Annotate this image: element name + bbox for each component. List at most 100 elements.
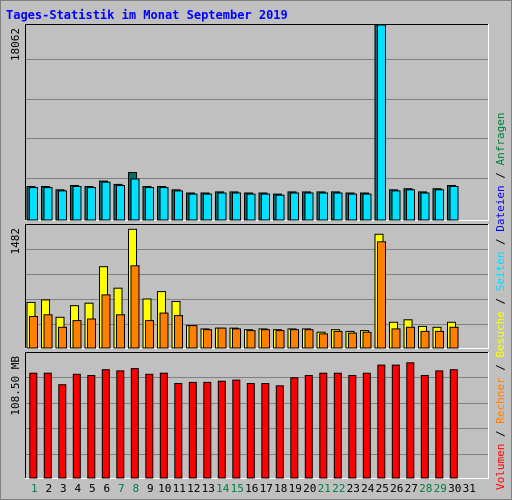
bar-volumen-day-19 [290, 377, 299, 479]
bar-rechner-day-13 [203, 329, 212, 349]
bar-dateien-day-21 [319, 192, 328, 221]
bar-volumen-day-21 [319, 372, 328, 479]
bar-dateien-day-3 [58, 190, 67, 221]
bar-rechner-day-30 [449, 326, 459, 349]
bar-dateien-day-27 [406, 189, 415, 221]
legend-entry-volumen: Volumen [494, 444, 507, 490]
bar-dateien-day-14 [217, 192, 227, 221]
bar-volumen-day-16 [246, 383, 255, 479]
x-tick-label-day-7: 7 [118, 482, 125, 495]
bar-rechner-day-7 [116, 314, 125, 349]
x-tick-label-day-29: 29 [434, 482, 447, 495]
legend-text: Volumen / Rechner / Besuche / Seiten / D… [494, 112, 507, 490]
bar-dateien-day-13 [203, 193, 212, 221]
bar-dateien-day-19 [290, 192, 299, 221]
bar-volumen-day-8 [130, 368, 139, 479]
panel-top: 18062 [9, 24, 489, 221]
legend-separator: / [494, 430, 507, 443]
bar-volumen-day-3 [58, 384, 67, 479]
x-tick-label-day-2: 2 [45, 482, 52, 495]
bar-volumen-day-30 [449, 369, 458, 479]
x-tick-label-day-25: 25 [376, 482, 389, 495]
chart-legend: Volumen / Rechner / Besuche / Seiten / D… [494, 112, 507, 490]
bar-dateien-day-1 [29, 187, 38, 221]
bar-dateien-day-22 [333, 192, 343, 221]
x-tick-label-day-4: 4 [74, 482, 81, 495]
bar-volumen-day-7 [116, 370, 125, 479]
bar-volumen-day-29 [435, 370, 444, 479]
chart-title: Tages-Statistik im Monat September 2019 [6, 8, 288, 22]
bar-volumen-day-26 [391, 364, 400, 479]
bar-dateien-day-28 [420, 192, 430, 221]
x-tick-label-day-8: 8 [132, 482, 139, 495]
bar-dateien-day-5 [87, 187, 96, 221]
bar-rechner-day-2 [43, 314, 53, 349]
bar-volumen-day-17 [261, 383, 270, 479]
bar-rechner-day-4 [72, 320, 82, 349]
bar-rechner-day-27 [406, 326, 415, 349]
x-tick-label-day-20: 20 [303, 482, 316, 495]
bar-volumen-day-28 [420, 375, 429, 479]
bar-volumen-day-25 [377, 364, 386, 479]
x-tick-label-day-6: 6 [103, 482, 110, 495]
bar-rechner-day-9 [145, 320, 154, 349]
x-tick-label-day-30: 30 [448, 482, 461, 495]
bar-dateien-day-17 [261, 193, 270, 221]
bar-rechner-day-6 [101, 294, 111, 349]
bar-volumen-day-24 [362, 372, 371, 479]
legend-separator: / [494, 364, 507, 377]
x-tick-label-day-17: 17 [260, 482, 273, 495]
bar-dateien-day-9 [145, 187, 154, 221]
bar-volumen-day-18 [275, 385, 284, 479]
bar-dateien-day-16 [246, 193, 256, 221]
legend-separator: / [494, 298, 507, 311]
bar-rechner-day-25 [377, 241, 386, 349]
x-axis-labels: 1 2 3 4 5 6 7 8 9 10 11 12 13 14 15 16 17 18 19 20 21 22 23 24 2… [31, 482, 476, 495]
legend-entry-seiten: Seiten [494, 252, 507, 298]
x-tick-label-day-3: 3 [60, 482, 67, 495]
bar-dateien-day-4 [72, 186, 82, 221]
bar-rechner-day-24 [362, 331, 372, 349]
x-tick-label-day-18: 18 [274, 482, 287, 495]
bar-volumen-day-5 [87, 375, 96, 479]
x-tick-label-day-11: 11 [173, 482, 186, 495]
bar-dateien-day-25 [377, 24, 386, 221]
bar-rechner-day-15 [232, 328, 241, 349]
legend-separator: / [494, 238, 507, 251]
legend-entry-anfragen: Anfragen [494, 112, 507, 172]
legend-separator: / [494, 172, 507, 185]
bar-volumen-day-6 [101, 369, 110, 479]
bar-dateien-day-11 [174, 190, 183, 221]
x-tick-label-day-10: 10 [158, 482, 171, 495]
bar-rechner-day-17 [261, 329, 270, 349]
bar-volumen-day-23 [348, 375, 357, 479]
bar-dateien-day-23 [348, 193, 357, 221]
bar-dateien-day-30 [449, 186, 459, 221]
bar-rechner-day-10 [159, 312, 169, 349]
legend-entry-rechner: Rechner [494, 377, 507, 430]
y-max-label: 18062 [9, 28, 22, 61]
bar-rechner-day-1 [29, 316, 38, 349]
x-tick-label-day-5: 5 [89, 482, 96, 495]
bar-rechner-day-28 [420, 330, 430, 349]
x-tick-label-day-28: 28 [419, 482, 432, 495]
bar-volumen-day-13 [203, 381, 212, 479]
x-tick-label-day-9: 9 [147, 482, 154, 495]
x-tick-label-day-1: 1 [31, 482, 38, 495]
legend-entry-dateien: Dateien [494, 185, 507, 238]
bar-dateien-day-6 [101, 181, 111, 221]
bar-rechner-day-20 [304, 329, 314, 349]
bar-rechner-day-11 [174, 315, 183, 349]
x-tick-label-day-16: 16 [245, 482, 258, 495]
x-tick-label-day-31: 31 [463, 482, 476, 495]
bar-volumen-day-15 [232, 379, 241, 479]
bar-dateien-day-20 [304, 192, 314, 221]
bar-volumen-day-11 [174, 383, 183, 479]
bar-rechner-day-23 [348, 332, 357, 349]
bar-dateien-day-24 [362, 193, 372, 221]
y-max-label: 1482 [9, 228, 22, 255]
panel-middle: 1482 [9, 224, 489, 349]
bar-dateien-day-10 [159, 187, 169, 221]
